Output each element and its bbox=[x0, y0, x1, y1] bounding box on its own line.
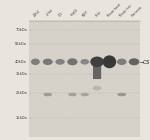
Ellipse shape bbox=[67, 58, 77, 65]
Text: 22Rv1: 22Rv1 bbox=[33, 9, 42, 18]
Text: Rat testis: Rat testis bbox=[131, 5, 143, 18]
Ellipse shape bbox=[43, 59, 53, 65]
Ellipse shape bbox=[68, 93, 77, 96]
Text: HeLa: HeLa bbox=[94, 10, 102, 18]
Ellipse shape bbox=[103, 55, 116, 68]
Text: 70kDa: 70kDa bbox=[15, 28, 27, 32]
Ellipse shape bbox=[93, 86, 102, 90]
Text: 55kDa: 55kDa bbox=[15, 42, 27, 46]
Text: Mouse heart: Mouse heart bbox=[107, 3, 122, 18]
Ellipse shape bbox=[129, 58, 139, 65]
FancyBboxPatch shape bbox=[93, 66, 101, 79]
Text: HepG2: HepG2 bbox=[70, 8, 79, 18]
Ellipse shape bbox=[117, 59, 127, 65]
Ellipse shape bbox=[90, 57, 104, 67]
Text: 35kDa: 35kDa bbox=[15, 72, 27, 76]
Ellipse shape bbox=[81, 93, 89, 96]
Text: 15kDa: 15kDa bbox=[15, 116, 27, 121]
Ellipse shape bbox=[44, 93, 52, 96]
Text: 3T3: 3T3 bbox=[57, 11, 64, 18]
Text: Jurkat: Jurkat bbox=[45, 9, 53, 18]
Ellipse shape bbox=[117, 93, 126, 96]
Text: CS: CS bbox=[143, 60, 150, 65]
Text: 40kDa: 40kDa bbox=[15, 60, 27, 64]
Text: Mouse liver: Mouse liver bbox=[119, 4, 133, 18]
Ellipse shape bbox=[31, 59, 40, 65]
Text: 25kDa: 25kDa bbox=[15, 91, 27, 95]
Ellipse shape bbox=[56, 59, 65, 65]
Ellipse shape bbox=[80, 59, 89, 65]
Text: MCF7: MCF7 bbox=[82, 9, 90, 18]
FancyBboxPatch shape bbox=[29, 20, 140, 137]
